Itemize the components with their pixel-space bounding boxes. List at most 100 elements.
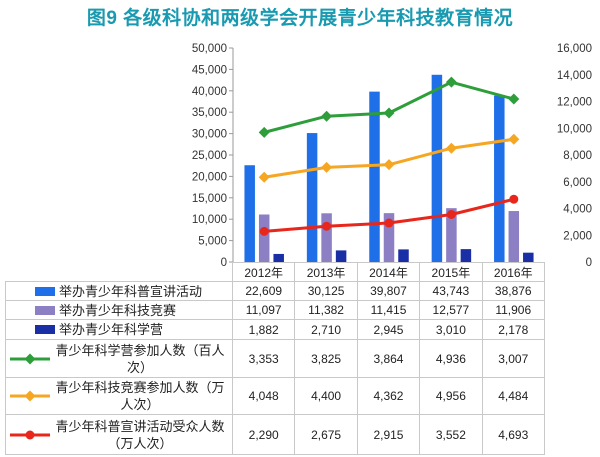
y-tick-label-left: 10,000: [192, 214, 227, 226]
table-value: 3,010: [420, 320, 483, 340]
line-series-1: [263, 80, 515, 134]
legend-swatch: [35, 305, 55, 315]
table-value: 3,864: [357, 340, 421, 378]
bar-3-2015年: [460, 249, 472, 262]
y-tick-label-right: 0: [586, 257, 592, 268]
legend-line-marker-icon: [10, 390, 50, 402]
series-name: 青少年科学营参加人数（百人次）: [55, 342, 225, 375]
table-value: 11,097: [233, 301, 296, 320]
table-value: 4,693: [482, 415, 545, 455]
bar-1-2014年: [369, 91, 380, 262]
bar-3-2012年: [273, 253, 284, 262]
line-point-3-2013年: [322, 221, 332, 231]
y-tick-label-right: 8,000: [563, 150, 592, 162]
y-tick-label-left: 45,000: [192, 64, 227, 76]
table-value: 22,609: [233, 282, 296, 301]
table-value: 2,945: [357, 320, 421, 340]
table-value: 11,906: [482, 301, 545, 320]
bar-1-2015年: [431, 74, 443, 262]
table-header-year: 2014年: [357, 262, 421, 282]
legend-line-marker-icon: [10, 430, 50, 439]
line-point-2-2015年: [445, 142, 457, 154]
table-value: 4,048: [233, 378, 296, 415]
y-tick-label-right: 16,000: [557, 43, 592, 55]
line-point-1-2012年: [258, 126, 270, 138]
table-value: 4,362: [357, 378, 421, 415]
line-point-2-2016年: [508, 133, 520, 145]
line-point-3-2014年: [384, 218, 394, 228]
table-value: 11,382: [295, 301, 358, 320]
bar-1-2016年: [494, 95, 505, 262]
bar-2-2015年: [446, 208, 457, 262]
y-tick-label-left: 5,000: [198, 236, 227, 248]
table-value: 2,915: [357, 415, 421, 455]
table-value: 4,400: [295, 378, 358, 415]
table-value: 39,807: [357, 282, 421, 301]
series-name: 举办青少年科技竞赛: [59, 302, 177, 318]
table-row-label: 青少年科学营参加人数（百人次）: [5, 340, 233, 378]
bar-1-2013年: [306, 133, 318, 262]
y-tick-label-left: 30,000: [192, 129, 227, 141]
bar-2-2012年: [258, 214, 270, 262]
series-name: 举办青少年科普宣讲活动: [59, 283, 203, 299]
y-tick-label-right: 4,000: [563, 204, 592, 216]
chart-plot: 0 5,000 10,000 15,000 20,000 25,000 30,000 35,0…: [192, 43, 592, 268]
table-value: 2,290: [233, 415, 296, 455]
bar-3-2016年: [523, 252, 534, 262]
y-tick-label-left: 35,000: [192, 107, 227, 119]
bar-3-2014年: [398, 249, 409, 262]
bar-3-2013年: [335, 250, 347, 262]
table-value: 3,353: [233, 340, 296, 378]
table-value: 38,876: [482, 282, 545, 301]
line-series-2: [263, 137, 515, 179]
y-tick-label-right: 12,000: [557, 97, 592, 109]
legend-line-marker-icon: [10, 353, 50, 364]
table-value: 2,178: [482, 320, 545, 340]
table-value: 3,552: [420, 415, 483, 455]
bar-2-2016年: [508, 211, 520, 262]
y-tick-label-right: 10,000: [557, 123, 592, 135]
bar-1-2012年: [244, 165, 255, 262]
table-value: 2,710: [295, 320, 358, 340]
table-row-label: 青少年科普宣讲活动受众人数（万人次）: [5, 415, 233, 455]
table-value: 2,675: [295, 415, 358, 455]
legend-bar-icon: [6, 325, 59, 334]
table-value: 4,484: [482, 378, 545, 415]
legend-bar-icon: [6, 286, 59, 296]
table-row-label: 青少年科技竞赛参加人数（万人次）: [5, 378, 233, 415]
table-value: 3,007: [482, 340, 545, 378]
line-point-2-2013年: [321, 161, 333, 173]
legend-swatch: [35, 325, 55, 334]
chart-title: 图9 各级科协和两级学会开展青少年科技教育情况: [86, 8, 514, 29]
legend-swatch: [35, 286, 55, 296]
table-header-year: 2015年: [420, 262, 483, 282]
table-header-year: 2013年: [295, 262, 358, 282]
table-header-year: 2012年: [233, 262, 296, 282]
table-value: 3,825: [295, 340, 358, 378]
series-name: 举办青少年科学营: [59, 322, 164, 337]
series-name: 青少年科技竞赛参加人数（万人次）: [55, 380, 225, 412]
table-row-label: 举办青少年科学营: [5, 320, 233, 340]
legend-bar-icon: [6, 305, 59, 315]
table-value: 11,415: [357, 301, 421, 320]
y-tick-label-right: 14,000: [557, 70, 592, 82]
table-header-year: 2016年: [482, 262, 545, 282]
line-point-3-2015年: [446, 209, 456, 219]
table-value: 12,577: [420, 301, 483, 320]
y-tick-label-left: 20,000: [192, 171, 227, 183]
table-row-label: 举办青少年科普宣讲活动: [5, 282, 233, 301]
y-tick-label-right: 6,000: [563, 177, 592, 189]
series-name: 青少年科普宣讲活动受众人数（万人次）: [55, 418, 225, 451]
legend-line-icon: [6, 353, 54, 365]
line-point-1-2014年: [383, 107, 395, 119]
y-tick-label-left: 50,000: [192, 43, 227, 55]
bar-2-2013年: [321, 213, 332, 262]
line-point-1-2015年: [445, 76, 457, 88]
y-tick-label-left: 15,000: [192, 193, 227, 205]
legend-line-icon: [6, 429, 54, 441]
legend-line-icon: [6, 390, 54, 402]
data-table: 2012年 2013年 2014年 2015年 2016年举办青少年科普宣讲活动 22,6…: [5, 262, 545, 455]
table-row-label: 举办青少年科技竞赛: [5, 301, 233, 320]
line-point-2-2014年: [383, 159, 395, 171]
y-tick-label-left: 0: [221, 257, 227, 268]
